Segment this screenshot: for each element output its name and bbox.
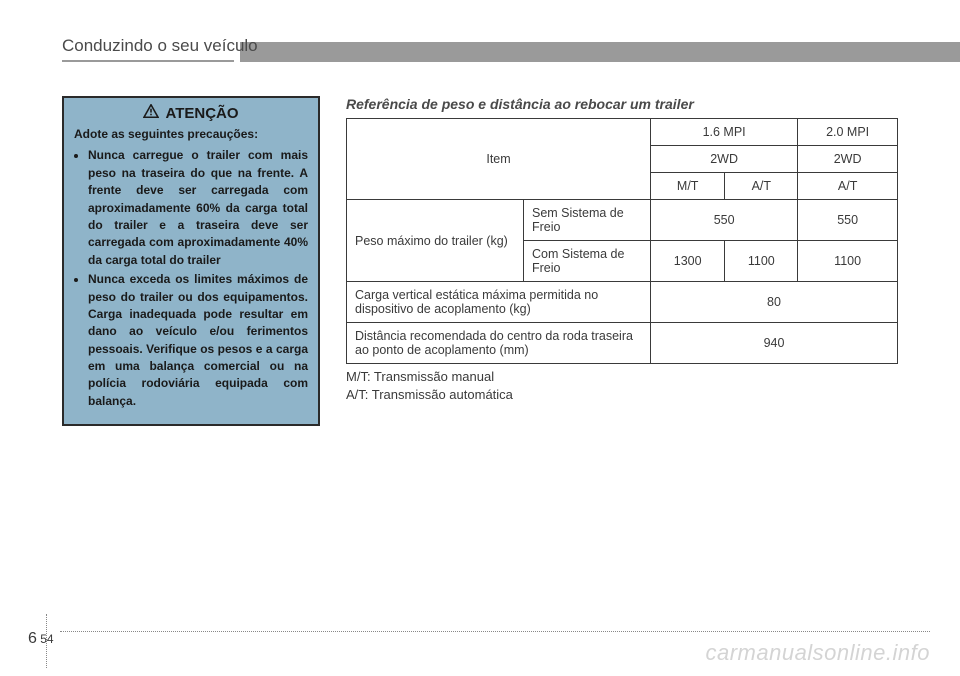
drivetrain-col: 2WD <box>651 146 798 173</box>
page-number: 6 54 <box>28 630 54 648</box>
table-row: Item 1.6 MPI 2.0 MPI <box>347 119 898 146</box>
legend-line: A/T: Transmissão automática <box>346 386 513 404</box>
row-label: Carga vertical estática máxima permitida… <box>347 282 651 323</box>
warning-icon <box>143 104 159 122</box>
table-row: Peso máximo do trailer (kg) Sem Sistema … <box>347 200 898 241</box>
engine-col: 1.6 MPI <box>651 119 798 146</box>
row-sublabel: Sem Sistema de Freio <box>524 200 651 241</box>
trans-col: M/T <box>651 173 725 200</box>
warning-heading-text: ATENÇÃO <box>165 105 238 122</box>
watermark: carmanualsonline.info <box>705 640 930 666</box>
page-number-value: 54 <box>40 632 53 646</box>
row-label: Peso máximo do trailer (kg) <box>347 200 524 282</box>
warning-intro: Adote as seguintes precauções: <box>74 126 308 143</box>
reference-table: Item 1.6 MPI 2.0 MPI 2WD 2WD M/T A/T A/T… <box>346 118 898 364</box>
cell-value: 550 <box>798 200 898 241</box>
drivetrain-col: 2WD <box>798 146 898 173</box>
header-underline <box>62 60 234 62</box>
reference-title: Referência de peso e distância ao reboca… <box>346 96 694 112</box>
table-row: Carga vertical estática máxima permitida… <box>347 282 898 323</box>
table-row: Distância recomendada do centro da roda … <box>347 323 898 364</box>
cell-value: 1100 <box>725 241 798 282</box>
legend-line: M/T: Transmissão manual <box>346 368 513 386</box>
dotted-rule <box>60 631 930 632</box>
engine-col: 2.0 MPI <box>798 119 898 146</box>
warning-heading: ATENÇÃO <box>64 98 318 126</box>
item-header: Item <box>347 119 651 200</box>
trans-col: A/T <box>725 173 798 200</box>
warning-item: Nunca carregue o trailer com mais peso n… <box>88 147 308 269</box>
trans-col: A/T <box>798 173 898 200</box>
cell-value: 80 <box>651 282 898 323</box>
warning-item: Nunca exceda os limites máximos de peso … <box>88 271 308 410</box>
page-title: Conduzindo o seu veículo <box>62 36 258 56</box>
warning-body: Adote as seguintes precauções: Nunca car… <box>64 126 318 424</box>
cell-value: 940 <box>651 323 898 364</box>
cell-value: 550 <box>651 200 798 241</box>
row-sublabel: Com Sistema de Freio <box>524 241 651 282</box>
cell-value: 1300 <box>651 241 725 282</box>
header-bar <box>240 42 960 62</box>
legend: M/T: Transmissão manual A/T: Transmissão… <box>346 368 513 404</box>
chapter-number: 6 <box>28 630 37 647</box>
row-label: Distância recomendada do centro da roda … <box>347 323 651 364</box>
cell-value: 1100 <box>798 241 898 282</box>
warning-box: ATENÇÃO Adote as seguintes precauções: N… <box>62 96 320 426</box>
